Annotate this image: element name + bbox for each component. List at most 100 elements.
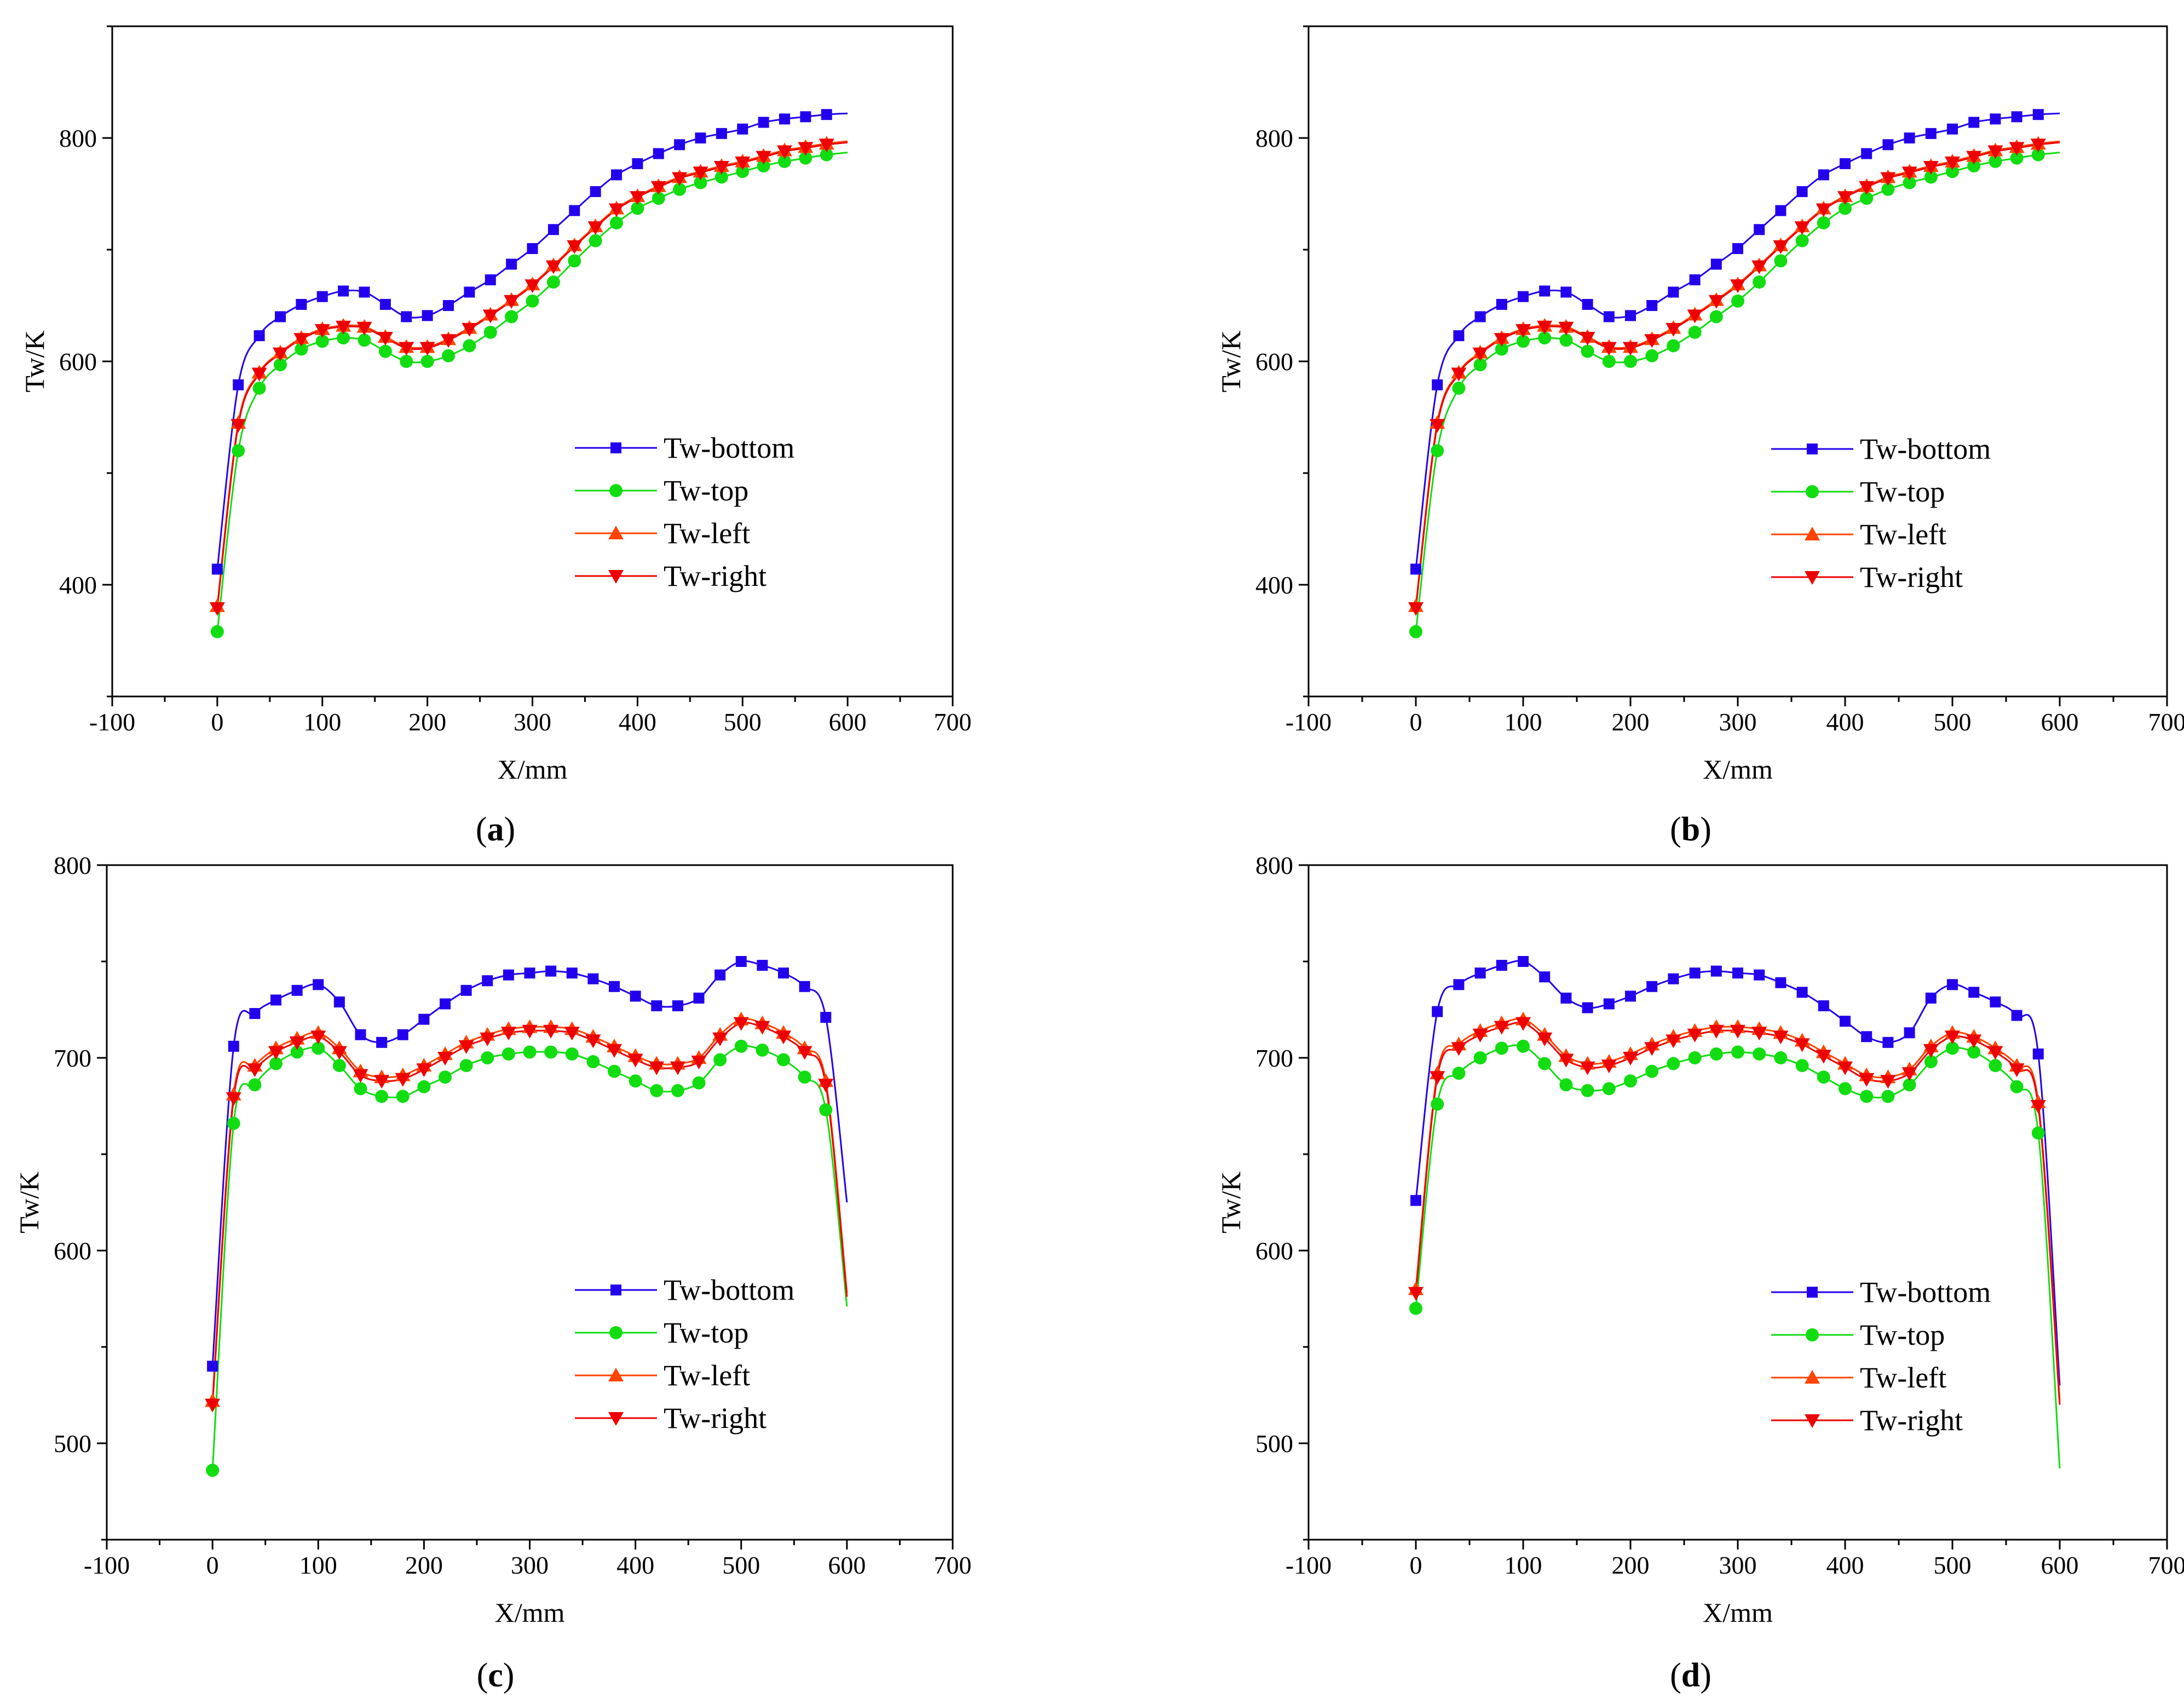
data-point-tw-right (482, 309, 498, 324)
legend-label-tw-bottom: Tw-bottom (664, 431, 794, 464)
data-point-tw-bottom (1668, 286, 1679, 298)
data-point-tw-top (337, 331, 350, 345)
data-point-tw-bottom (359, 286, 370, 298)
data-point-tw-top (1946, 1041, 1959, 1055)
data-point-tw-top (586, 1055, 600, 1069)
data-point-tw-top (502, 1047, 515, 1061)
data-point-tw-right (416, 1063, 432, 1078)
data-point-tw-right (672, 172, 688, 186)
data-point-tw-right (1880, 1075, 1896, 1089)
data-point-tw-bottom (1582, 298, 1593, 310)
data-point-tw-right (504, 295, 520, 309)
series-line-tw-left (1415, 1018, 2061, 1401)
y-tick-label: 600 (59, 348, 97, 376)
legend-marker-tw-left (608, 1368, 624, 1381)
y-tick-label: 700 (54, 1044, 91, 1072)
data-point-tw-bottom (758, 117, 769, 128)
data-point-tw-bottom (418, 1013, 430, 1025)
legend-label-tw-top: Tw-top (1860, 475, 1945, 508)
data-point-tw-right (500, 1027, 516, 1041)
data-point-tw-right (437, 1052, 453, 1066)
data-point-tw-bottom (443, 300, 454, 311)
data-point-tw-top (1967, 1045, 1981, 1059)
data-point-tw-top (459, 1059, 473, 1073)
data-point-tw-top (799, 151, 812, 165)
data-point-tw-bottom (1840, 1016, 1851, 1027)
data-point-tw-bottom (275, 311, 286, 322)
data-point-tw-top (1903, 176, 1916, 189)
data-point-tw-top (1817, 216, 1830, 230)
data-point-tw-right (289, 1036, 305, 1050)
data-point-tw-top (1731, 294, 1744, 308)
x-tick-label: 200 (1612, 1551, 1650, 1579)
caption-c: (c) (477, 1657, 515, 1694)
data-point-tw-right (230, 419, 246, 433)
data-point-tw-bottom (548, 224, 559, 235)
data-point-tw-right (712, 1032, 728, 1046)
data-point-tw-bottom (1474, 967, 1486, 979)
data-point-tw-top (210, 625, 224, 638)
data-point-tw-bottom (778, 967, 789, 979)
data-point-tw-top (608, 1064, 621, 1078)
legend-label-tw-bottom: Tw-bottom (1860, 1276, 1991, 1309)
series-line-tw-left (211, 1018, 848, 1401)
data-point-tw-right (1537, 320, 1553, 335)
data-point-tw-right (310, 1030, 326, 1045)
data-point-tw-bottom (1474, 311, 1486, 322)
data-point-tw-bottom (1947, 979, 1958, 990)
data-point-tw-bottom (672, 1000, 683, 1011)
data-point-tw-bottom (233, 379, 244, 390)
x-tick-label: 600 (2041, 1551, 2079, 1579)
data-point-tw-bottom (1925, 128, 1937, 139)
data-point-tw-top (1581, 344, 1594, 358)
data-point-tw-top (1839, 1082, 1852, 1096)
data-point-tw-right (713, 161, 729, 175)
data-point-tw-bottom (1625, 990, 1636, 1002)
data-point-tw-right (733, 1017, 749, 1031)
data-point-tw-bottom (527, 243, 538, 254)
data-point-tw-top (269, 1057, 283, 1070)
data-point-tw-bottom (1710, 258, 1722, 270)
x-tick-label: 600 (829, 708, 867, 736)
data-point-tw-top (1924, 170, 1938, 184)
data-point-tw-right (650, 181, 666, 195)
data-point-tw-top (420, 355, 434, 368)
data-point-tw-bottom (1603, 311, 1615, 322)
data-point-tw-top (671, 1084, 684, 1097)
data-point-tw-right (226, 1092, 241, 1106)
data-point-tw-right (818, 1079, 834, 1093)
data-point-tw-top (315, 335, 329, 348)
data-point-tw-bottom (1840, 158, 1851, 169)
data-point-tw-top (1731, 1045, 1744, 1059)
legend-marker-tw-bottom (1807, 444, 1818, 454)
data-point-tw-bottom (1818, 1000, 1829, 1011)
y-tick-label: 600 (1255, 1237, 1293, 1265)
y-tick-label: 800 (54, 851, 91, 879)
data-point-tw-top (1667, 339, 1680, 353)
legend-label-tw-top: Tw-top (664, 1316, 748, 1349)
data-point-tw-top (1431, 1097, 1444, 1111)
data-point-tw-bottom (1539, 285, 1551, 297)
data-point-tw-top (375, 1090, 389, 1103)
data-point-tw-right (395, 1073, 411, 1087)
data-point-tw-bottom (1518, 956, 1529, 967)
data-point-tw-right (1816, 203, 1831, 217)
data-point-tw-right (1644, 1042, 1660, 1056)
x-tick-label: 700 (2148, 1551, 2184, 1579)
data-point-tw-top (232, 444, 245, 458)
data-point-tw-right (545, 260, 561, 274)
data-point-tw-right (1494, 333, 1509, 347)
data-point-tw-top (1602, 1082, 1616, 1096)
panel-d: -100 0 100 200 300 400 500 600 700 500 600 700 800 X/… (1215, 851, 2184, 1628)
data-point-tw-top (798, 1070, 811, 1084)
data-point-tw-bottom (1732, 967, 1743, 979)
data-point-tw-bottom (1947, 123, 1958, 135)
y-axis-title: Tw/K (1215, 330, 1246, 392)
legend-label-tw-bottom: Tw-bottom (1860, 433, 1991, 465)
data-point-tw-bottom (611, 169, 622, 181)
data-point-tw-bottom (524, 967, 535, 979)
x-tick-label: 700 (934, 1551, 972, 1579)
data-point-tw-bottom (460, 984, 472, 996)
data-point-tw-top (1624, 1074, 1637, 1088)
data-point-tw-top (1903, 1078, 1916, 1092)
